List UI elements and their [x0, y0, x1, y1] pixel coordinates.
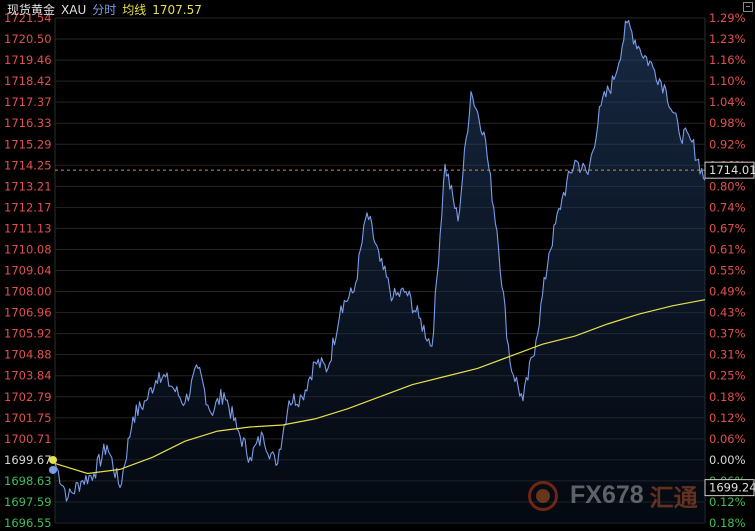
current-price-tag: [704, 161, 755, 179]
price-tick-label: 1718.42: [4, 74, 52, 88]
watermark-cjk: 汇通: [649, 485, 698, 512]
price-tick-label: 1700.71: [4, 432, 52, 446]
price-tick-label: 1702.79: [4, 390, 52, 404]
price-tick-label: 1721.54: [4, 11, 52, 25]
price-tick-label: 1708.00: [4, 285, 52, 299]
price-axis: 1721.54 1720.50 1719.46 1718.42 1717.37 1716.…: [4, 11, 52, 530]
percent-tick-label: 1.10%: [709, 74, 746, 88]
price-markers: 1714.01 1699.24: [49, 161, 755, 497]
price-tick-label: 1699.67: [4, 453, 52, 467]
percent-tick-label: 0.37%: [709, 327, 746, 341]
price-start-dot: [49, 465, 57, 474]
percent-tick-label: 0.06%: [709, 432, 746, 446]
avg-start-dot: [49, 455, 57, 464]
percent-tick-label: 0.80%: [709, 179, 746, 193]
price-tick-label: 1710.08: [4, 242, 52, 256]
price-tick-label: 1709.04: [4, 264, 52, 278]
current-price-label: 1714.01: [709, 163, 755, 177]
mode-label[interactable]: 分时: [92, 3, 117, 17]
price-tick-label: 1714.25: [4, 158, 52, 172]
price-tick-label: 1717.37: [4, 95, 52, 109]
fx678-watermark: FX678 汇通: [528, 478, 698, 513]
price-line: [54, 19, 706, 502]
price-tick-label: 1697.59: [4, 495, 52, 509]
percent-axis: 1.29%1.23%1.16%1.10%1.04%0.98%0.92%0.86%…: [709, 11, 746, 530]
percent-tick-label: 0.55%: [709, 264, 746, 278]
percent-tick-label: 0.18%: [709, 516, 746, 530]
percent-tick-label: 0.00%: [709, 453, 746, 467]
percent-tick-label: 0.18%: [709, 390, 746, 404]
price-tick-label: 1698.63: [4, 474, 52, 488]
price-tick-label: 1705.92: [4, 327, 52, 341]
percent-tick-label: 0.61%: [709, 242, 746, 256]
avg-value: 1707.57: [152, 3, 202, 17]
price-tick-label: 1713.21: [4, 179, 52, 193]
base-price-label: 1699.24: [709, 481, 755, 495]
percent-tick-label: 0.98%: [709, 116, 746, 130]
minimize-button[interactable]: [743, 2, 753, 12]
watermark-latin: FX678: [570, 481, 644, 509]
price-tick-label: 1706.96: [4, 306, 52, 320]
percent-tick-label: 0.12%: [709, 411, 746, 425]
average-line: [54, 299, 706, 475]
percent-tick-label: 0.43%: [709, 306, 746, 320]
percent-tick-label: 1.29%: [709, 11, 746, 25]
fx678-logo-icon: [528, 480, 558, 511]
percent-tick-label: 0.31%: [709, 348, 746, 362]
chart-legend: 现货黄金 XAU 分时 均线 1707.57: [7, 3, 208, 17]
instrument-name: 现货黄金: [7, 3, 56, 17]
price-tick-label: 1716.33: [4, 116, 52, 130]
price-tick-label: 1712.17: [4, 200, 52, 214]
percent-tick-label: 0.49%: [709, 285, 746, 299]
price-tick-label: 1703.84: [4, 369, 52, 383]
percent-tick-label: 0.74%: [709, 200, 746, 214]
avg-label: 均线: [122, 3, 147, 17]
price-tick-label: 1715.29: [4, 137, 52, 151]
percent-tick-label: 0.12%: [709, 495, 746, 509]
percent-tick-label: 1.16%: [709, 53, 746, 67]
percent-tick-label: 0.92%: [709, 137, 746, 151]
price-tick-label: 1704.88: [4, 348, 52, 362]
price-tick-label: 1701.75: [4, 411, 52, 425]
price-tick-label: 1696.55: [4, 516, 52, 530]
price-area-fill: [55, 20, 705, 524]
percent-tick-label: 1.23%: [709, 32, 746, 46]
percent-tick-label: 0.67%: [709, 221, 746, 235]
instrument-symbol: XAU: [61, 3, 87, 17]
price-tick-label: 1711.13: [4, 221, 52, 235]
percent-tick-label: 0.25%: [709, 369, 746, 383]
price-tick-label: 1720.50: [4, 32, 52, 46]
percent-tick-label: 1.04%: [709, 95, 746, 109]
plot-area: [54, 19, 706, 524]
price-tick-label: 1719.46: [4, 53, 52, 67]
base-price-tag: [704, 479, 755, 497]
